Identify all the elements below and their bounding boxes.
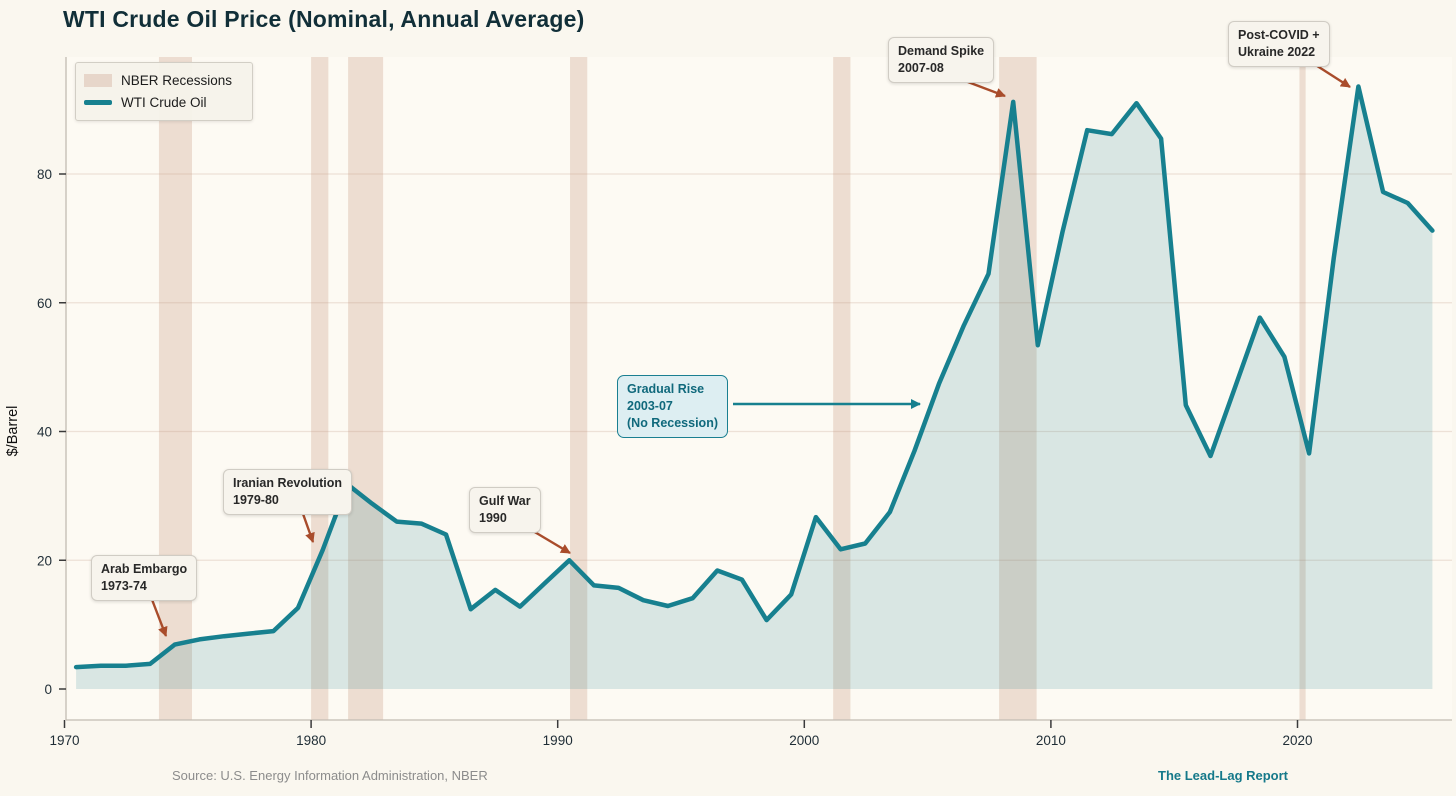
legend-label: WTI Crude Oil bbox=[121, 94, 207, 110]
arab-embargo-arrow-icon bbox=[149, 596, 168, 637]
legend-label: NBER Recessions bbox=[121, 72, 233, 88]
x-tick-label: 1990 bbox=[543, 733, 573, 748]
y-tick-label: 40 bbox=[37, 425, 52, 440]
annotation-line: Ukraine 2022 bbox=[1238, 45, 1316, 59]
recession-band bbox=[570, 57, 588, 720]
y-tick-label: 80 bbox=[37, 167, 52, 182]
recession-band bbox=[158, 57, 192, 720]
annotation-iranian-revolution: Iranian Revolution 1979-80 bbox=[223, 469, 353, 515]
recession-band bbox=[1299, 57, 1306, 720]
annotation-line: Gulf War bbox=[479, 494, 531, 508]
x-tick-label: 2010 bbox=[1036, 733, 1066, 748]
y-tick-label: 60 bbox=[37, 296, 52, 311]
annotation-post-covid: Post-COVID + Ukraine 2022 bbox=[1228, 21, 1330, 67]
price-line bbox=[73, 84, 1435, 670]
x-tick-label: 2000 bbox=[789, 733, 819, 748]
recession-band bbox=[311, 57, 329, 720]
price-area-fill bbox=[76, 86, 1433, 689]
annotation-line: 1973-74 bbox=[101, 579, 147, 593]
page-title: WTI Crude Oil Price (Nominal, Annual Ave… bbox=[63, 6, 585, 32]
recession-band-swatch-icon bbox=[84, 73, 112, 87]
annotation-line: (No Recession) bbox=[627, 416, 718, 430]
annotation-line: 2003-07 bbox=[627, 399, 673, 413]
annotation-line: Demand Spike bbox=[898, 44, 985, 58]
annotation-line: 1979-80 bbox=[233, 493, 279, 507]
legend-item-wti: WTI Crude Oil bbox=[84, 91, 242, 113]
legend: NBER Recessions WTI Crude Oil bbox=[75, 62, 253, 121]
annotation-line: Iranian Revolution bbox=[233, 476, 343, 490]
wti-line-swatch-icon bbox=[84, 99, 112, 105]
recession-band bbox=[833, 57, 851, 720]
annotation-line: Arab Embargo bbox=[101, 562, 188, 576]
annotation-gradual-rise: Gradual Rise 2003-07 (No Recession) bbox=[617, 375, 728, 438]
annotation-line: 1990 bbox=[479, 511, 507, 525]
recession-band bbox=[348, 57, 384, 720]
legend-item-recessions: NBER Recessions bbox=[84, 69, 242, 91]
y-tick-label: 20 bbox=[37, 553, 52, 568]
iranian-revolution-arrow-icon bbox=[300, 510, 315, 543]
annotation-line: 2007-08 bbox=[898, 61, 944, 75]
y-tick-label: 0 bbox=[44, 682, 52, 697]
y-axis-title: $/Barrel bbox=[5, 406, 21, 457]
brand-credit: The Lead-Lag Report bbox=[1158, 768, 1289, 783]
x-tick-label: 2020 bbox=[1282, 733, 1312, 748]
x-tick-label: 1970 bbox=[49, 733, 79, 748]
annotation-gulf-war: Gulf War 1990 bbox=[469, 487, 541, 533]
source-note: Source: U.S. Energy Information Administ… bbox=[172, 768, 488, 783]
annotation-line: Post-COVID + bbox=[1238, 28, 1320, 42]
annotation-demand-spike: Demand Spike 2007-08 bbox=[888, 37, 995, 83]
annotation-line: Gradual Rise bbox=[627, 382, 705, 396]
x-tick-label: 1980 bbox=[296, 733, 326, 748]
annotation-arab-embargo: Arab Embargo 1973-74 bbox=[91, 555, 198, 601]
